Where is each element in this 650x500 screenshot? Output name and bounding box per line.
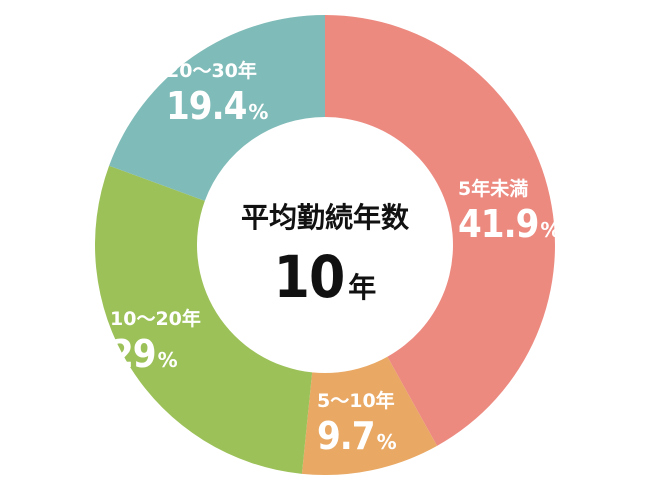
slice-label-5-to-10-years: 5～10年 9.7% bbox=[317, 390, 397, 458]
slice-category-label: 20～30年 bbox=[166, 60, 257, 82]
slice-category-label: 10～20年 bbox=[110, 308, 201, 330]
center-value-unit: 年 bbox=[348, 271, 377, 304]
slice-5-to-10-years bbox=[301, 356, 438, 475]
slice-label-20-to-30-years: 20～30年 19.4% bbox=[166, 60, 269, 128]
slice-label-10-to-20-years: 10～20年 29% bbox=[110, 308, 201, 376]
slice-10-to-20-years bbox=[95, 165, 313, 474]
slice-label-under-5-years: 5年未満 41.9% bbox=[458, 178, 561, 246]
percent-sign: % bbox=[248, 100, 269, 124]
center-value: 10 年 bbox=[225, 243, 425, 311]
slice-20-to-30-years bbox=[109, 15, 325, 201]
slice-percent-value: 19.4 bbox=[166, 84, 247, 128]
slice-percent-value: 41.9 bbox=[458, 202, 539, 246]
slice-under-5-years bbox=[325, 15, 555, 446]
slice-percent-value: 29 bbox=[110, 332, 157, 376]
percent-sign: % bbox=[157, 348, 178, 372]
center-title: 平均勤続年数 bbox=[240, 201, 409, 234]
slice-percent-value: 9.7 bbox=[317, 414, 376, 458]
slice-category-label: 5年未満 bbox=[458, 178, 529, 200]
percent-sign: % bbox=[540, 218, 561, 242]
center-value-number: 10 bbox=[273, 243, 346, 311]
slice-category-label: 5～10年 bbox=[317, 390, 395, 412]
percent-sign: % bbox=[376, 430, 397, 454]
